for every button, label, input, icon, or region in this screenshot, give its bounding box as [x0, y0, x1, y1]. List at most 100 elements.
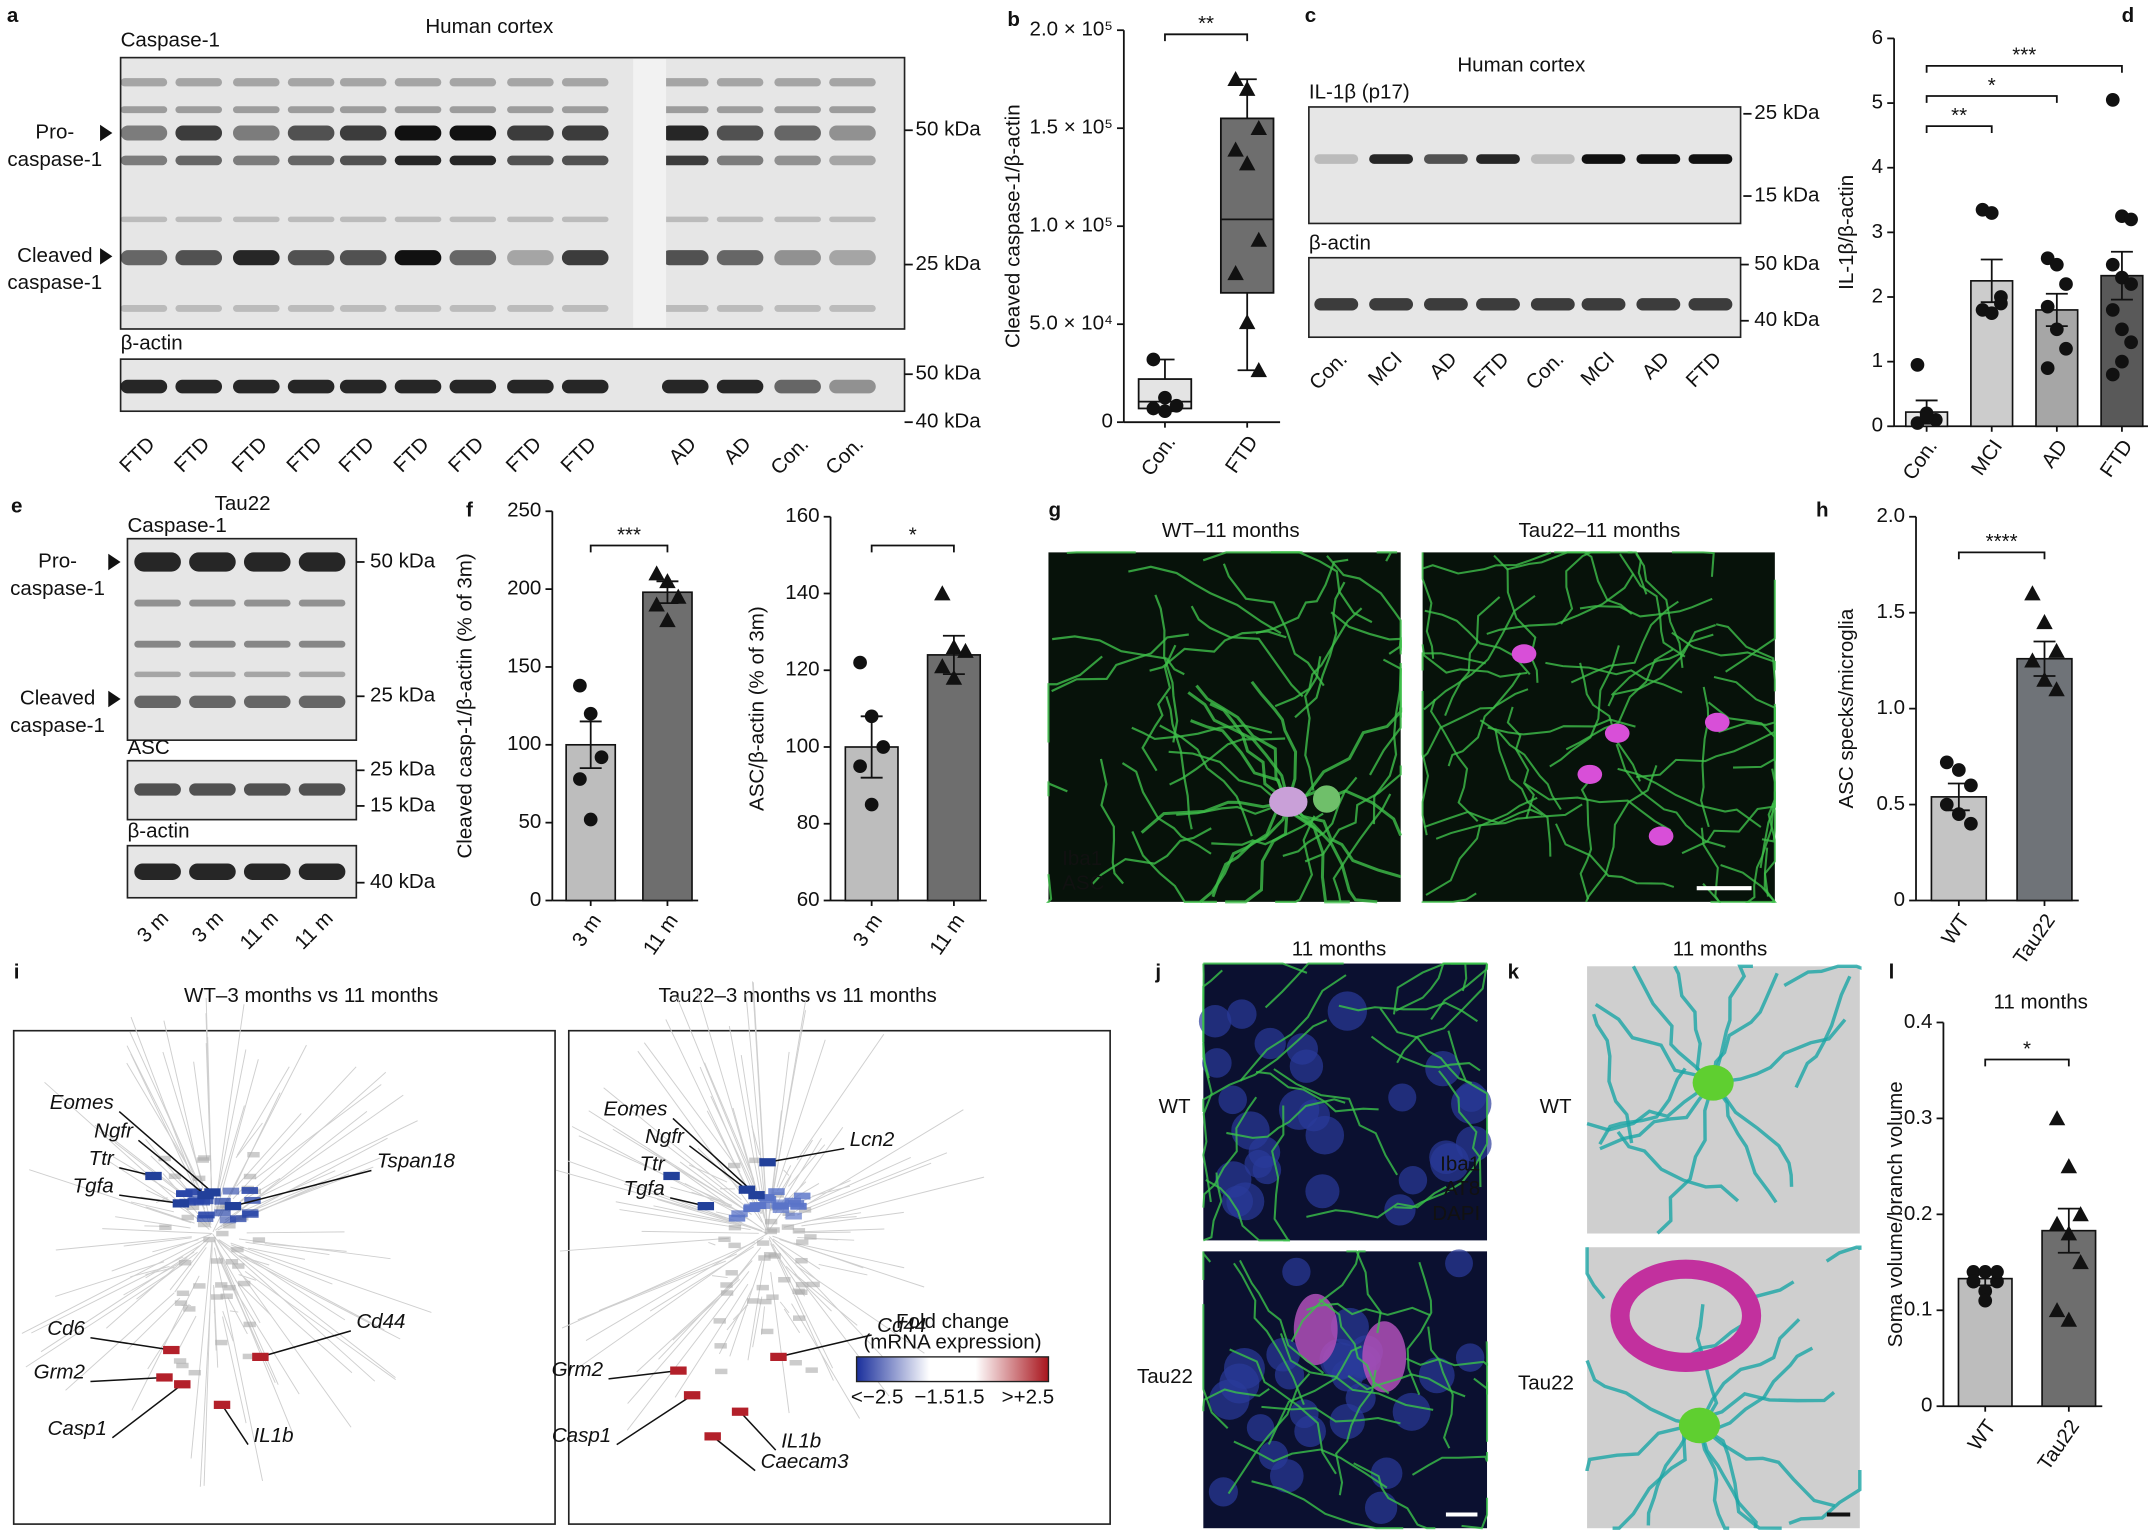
network-edge	[649, 1246, 755, 1312]
band	[716, 155, 764, 166]
band	[243, 783, 291, 796]
data-point	[2048, 642, 2065, 658]
network-node	[756, 1284, 769, 1291]
band	[243, 671, 291, 678]
network-edge	[779, 1239, 925, 1288]
blot-label: ASC	[127, 736, 169, 759]
band	[175, 250, 223, 266]
kda-marker: 25 kDa	[370, 684, 436, 707]
data-point	[1146, 401, 1161, 416]
band	[243, 863, 291, 880]
network-edge	[240, 1256, 270, 1266]
y-tick-label: 250	[507, 499, 541, 522]
band	[175, 305, 223, 312]
colorbar-title: Fold change	[896, 1310, 1009, 1333]
network-edge	[102, 1228, 213, 1235]
colorbar-label: <−2.5	[851, 1385, 904, 1408]
network-edge	[218, 1239, 396, 1378]
band	[120, 125, 168, 141]
process	[1131, 724, 1273, 741]
x-tick-label: WT	[1963, 1415, 2000, 1455]
network-node	[792, 1288, 805, 1294]
lane-label: 3 m	[188, 907, 228, 947]
panel-letter: i	[14, 961, 20, 984]
band	[243, 552, 291, 572]
network-edge	[710, 1095, 757, 1194]
process	[1202, 551, 1303, 562]
arrow-label: Cleaved	[20, 686, 95, 709]
process	[1405, 1357, 1489, 1367]
network-node	[728, 1224, 742, 1231]
network-edge	[114, 1142, 186, 1198]
band	[243, 599, 291, 607]
data-point	[2060, 1311, 2078, 1327]
gene-link	[616, 1394, 693, 1446]
band	[1369, 154, 1414, 164]
image-title: WT–11 months	[1162, 519, 1300, 542]
network-edge	[779, 1301, 790, 1314]
y-tick-label: 0	[1921, 1394, 1932, 1417]
lane-label: FTD	[444, 432, 489, 477]
network-edge	[235, 1122, 263, 1158]
network-title: Tau22–3 months vs 11 months	[658, 984, 936, 1007]
network-edge	[215, 1059, 259, 1214]
y-axis-title: IL-1β/β-actin	[1835, 175, 1858, 290]
process	[1306, 1185, 1447, 1219]
process	[1286, 801, 1350, 904]
band	[829, 379, 876, 394]
arrow-label: caspase-1	[10, 714, 105, 737]
network-edge	[239, 1255, 401, 1340]
arrow-label: Cleaved	[17, 244, 92, 267]
network-edge	[29, 1169, 192, 1224]
band	[120, 155, 168, 166]
data-point	[2105, 303, 2120, 317]
data-point	[853, 655, 867, 670]
band	[829, 155, 876, 166]
kda-marker: 25 kDa	[916, 252, 982, 275]
network-edge	[696, 991, 765, 1219]
band	[774, 78, 821, 87]
network-edge	[147, 1303, 190, 1370]
y-tick-label: 0.4	[1904, 1010, 1933, 1033]
process	[1392, 962, 1488, 1015]
lane-label: 11 m	[235, 907, 282, 954]
gene-link	[119, 1194, 182, 1205]
network-node	[713, 1318, 726, 1324]
process	[1447, 688, 1529, 767]
gene-link	[688, 1145, 748, 1191]
data-point	[945, 638, 963, 655]
process	[1435, 803, 1583, 840]
process	[1227, 1373, 1311, 1495]
significance-bracket	[1925, 125, 1993, 133]
data-point	[1978, 1293, 1993, 1308]
data-point	[583, 812, 598, 827]
network-edge	[784, 1176, 985, 1228]
network-edge	[222, 1316, 247, 1424]
nucleus	[1425, 1050, 1461, 1087]
process	[1202, 969, 1223, 1043]
process	[1290, 1250, 1366, 1343]
kda-marker: 25 kDa	[1754, 101, 1820, 124]
process	[1427, 1326, 1454, 1449]
at8-render	[1610, 1259, 1762, 1372]
process	[1616, 1130, 1740, 1203]
process	[1411, 1452, 1489, 1476]
process	[1461, 1497, 1489, 1530]
network-edge	[718, 1287, 753, 1355]
network-edge	[747, 1254, 766, 1361]
network-edge	[244, 1270, 396, 1381]
process	[1697, 1425, 1730, 1530]
band	[561, 106, 609, 114]
bar	[642, 591, 693, 902]
network-node	[252, 1237, 266, 1243]
network-node	[196, 1215, 214, 1223]
band	[287, 250, 335, 266]
network-edge	[227, 1297, 248, 1335]
band	[287, 379, 335, 394]
gene-node	[213, 1400, 231, 1409]
nucleus	[1202, 1048, 1232, 1078]
band	[829, 250, 876, 266]
nucleus	[1198, 1005, 1232, 1038]
band	[829, 78, 876, 87]
process	[1052, 635, 1185, 676]
